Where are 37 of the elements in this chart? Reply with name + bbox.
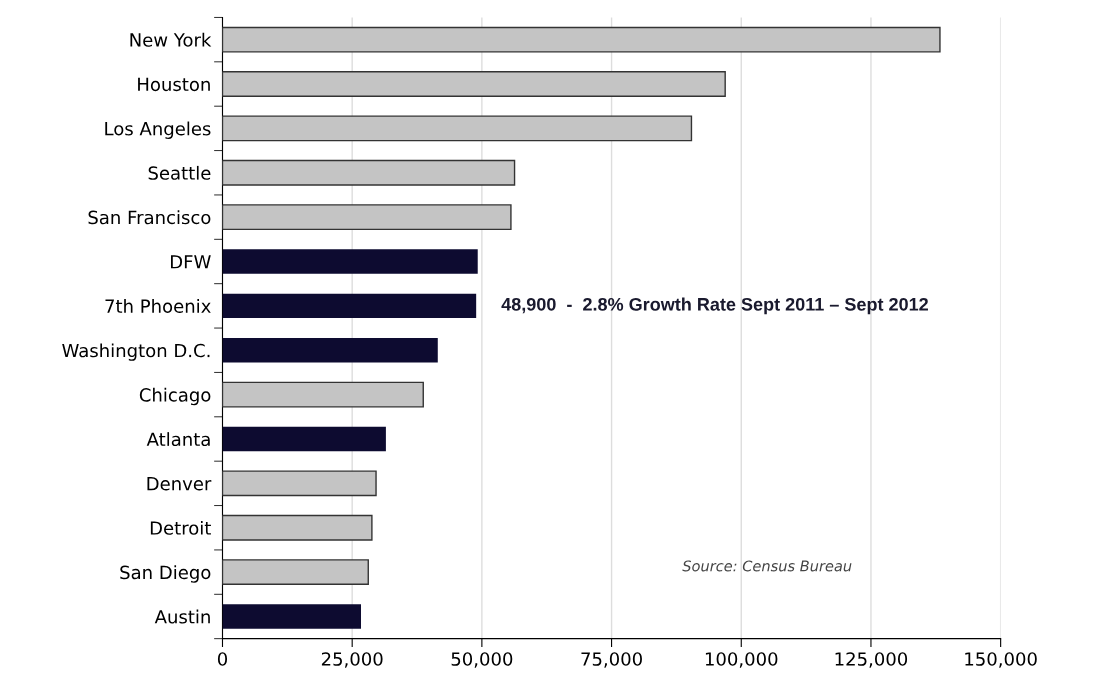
annotation: 48,900 - 2.8% Growth Rate Sept 2011 – Sept 2012: [501, 297, 928, 315]
x-tick-label: 150,000: [965, 652, 1037, 668]
bar: [222, 381, 424, 408]
y-tick-label: Detroit: [150, 520, 211, 535]
y-tick-label: San Francisco: [88, 210, 211, 225]
bar: [222, 71, 726, 97]
bar: [222, 293, 477, 319]
x-tick-label: 50,000: [451, 652, 513, 668]
annotation: Source: Census Bureau: [682, 560, 852, 572]
y-tick-label: New York: [130, 32, 212, 47]
y-tick-label: Washington D.C.: [62, 343, 210, 361]
x-tick-label: 125,000: [835, 652, 908, 668]
y-tick-label: 7th Phoenix: [105, 299, 211, 313]
y-tick-label: Austin: [154, 609, 210, 624]
y-tick-label: Los Angeles: [105, 121, 211, 139]
x-tick-label: 0: [217, 652, 228, 666]
y-tick-label: Houston: [138, 77, 210, 92]
bar: [222, 604, 361, 629]
bar: [222, 559, 369, 586]
bar: [222, 470, 377, 497]
bar: [222, 426, 386, 452]
x-tick-label: 75,000: [581, 652, 642, 668]
x-tick-label: 100,000: [705, 652, 778, 668]
y-tick-label: San Diego: [120, 565, 211, 583]
y-tick-label: Seattle: [148, 165, 211, 180]
y-tick-label: Chicago: [139, 387, 211, 406]
bar: [222, 249, 478, 274]
y-tick-label: Denver: [147, 477, 212, 491]
x-tick-label: 25,000: [321, 652, 383, 668]
y-tick-label: Atlanta: [146, 432, 210, 447]
bar: [222, 514, 373, 541]
bar: [222, 115, 693, 142]
bar: [222, 159, 516, 186]
bar: [222, 26, 941, 53]
y-tick-label: DFW: [171, 255, 211, 269]
bar: [222, 338, 438, 363]
bar: [222, 204, 512, 231]
